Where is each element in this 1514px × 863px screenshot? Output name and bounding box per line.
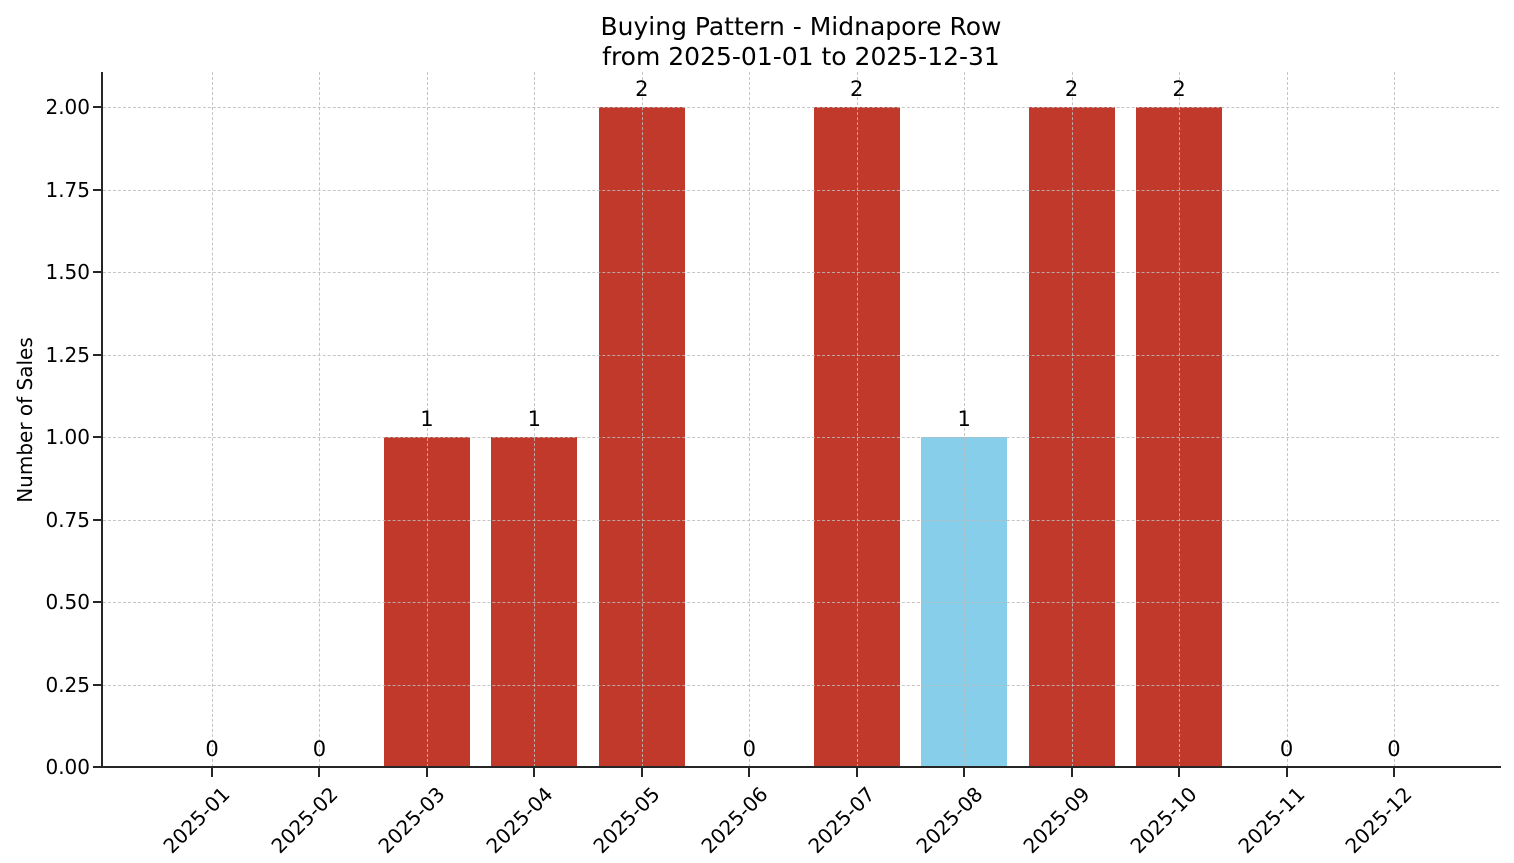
bar-value-label: 0 [1387, 737, 1401, 761]
y-tick-label: 1.50 [45, 260, 90, 284]
x-tick-label: 2025-04 [481, 782, 558, 859]
x-tick-label: 2025-11 [1233, 782, 1310, 859]
gridline-horizontal [103, 272, 1499, 273]
gridline-vertical [749, 72, 751, 767]
gridline-horizontal [103, 602, 1499, 603]
gridline-horizontal [103, 354, 1499, 356]
bar-value-label: 1 [420, 407, 434, 431]
chart-title-line2: from 2025-01-01 to 2025-12-31 [602, 42, 1000, 71]
x-tick-mark [640, 768, 643, 777]
gridline-vertical [1393, 72, 1395, 767]
x-tick-label: 2025-01 [158, 782, 235, 859]
bar-value-label: 1 [957, 407, 971, 431]
y-tick-mark [93, 106, 102, 108]
x-tick-label: 2025-05 [588, 782, 665, 859]
x-tick-mark [211, 768, 213, 777]
x-tick-label: 2025-10 [1125, 782, 1203, 859]
y-tick-label: 0.00 [45, 755, 90, 779]
gridline-horizontal [103, 107, 1499, 108]
x-tick-label: 2025-12 [1340, 782, 1417, 859]
x-tick-label: 2025-09 [1018, 782, 1095, 859]
bar-value-label: 0 [205, 737, 219, 761]
gridline-horizontal [103, 189, 1499, 191]
y-tick-label: 0.75 [45, 507, 90, 532]
x-tick-mark [1178, 768, 1181, 777]
gridline-vertical [319, 72, 321, 767]
y-tick-mark [93, 271, 102, 273]
x-tick-mark [748, 768, 751, 777]
bar-value-label: 0 [1279, 737, 1294, 761]
y-tick-label: 0.25 [45, 672, 90, 697]
gridline-vertical [534, 72, 536, 767]
y-tick-mark [93, 683, 102, 686]
x-tick-label: 2025-03 [373, 782, 450, 859]
x-tick-mark [963, 768, 966, 777]
y-tick-mark [93, 188, 102, 191]
bar-value-label: 0 [742, 737, 756, 761]
x-tick-mark [318, 768, 321, 777]
y-tick-label: 1.25 [45, 342, 90, 367]
gridline-vertical [426, 72, 428, 767]
x-tick-mark [425, 768, 428, 777]
x-tick-mark [855, 768, 858, 777]
y-tick-mark [93, 766, 102, 768]
x-tick-label: 2025-08 [911, 782, 988, 859]
x-tick-mark [1392, 768, 1395, 777]
gridline-horizontal [103, 684, 1499, 686]
y-tick-mark [93, 353, 102, 356]
x-axis-spine [101, 766, 1501, 768]
gridline-vertical [856, 72, 858, 767]
y-tick-label: 1.75 [45, 177, 90, 202]
gridline-vertical [212, 72, 213, 767]
gridline-vertical [1179, 72, 1181, 767]
bar-value-label: 2 [1064, 77, 1079, 101]
y-tick-mark [93, 601, 102, 603]
x-tick-mark [533, 768, 536, 777]
bar-value-label: 2 [1172, 77, 1186, 101]
gridline-vertical [1071, 72, 1073, 767]
x-tick-label: 2025-02 [266, 782, 343, 859]
gridline-horizontal [103, 519, 1499, 521]
bar-value-label: 2 [635, 77, 649, 101]
x-tick-label: 2025-07 [803, 782, 880, 859]
x-tick-label: 2025-06 [696, 782, 773, 859]
y-tick-mark [93, 436, 102, 438]
bar-value-label: 0 [312, 737, 327, 761]
x-tick-mark [1070, 768, 1073, 777]
x-tick-mark [1285, 768, 1288, 777]
chart-title-line1: Buying Pattern - Midnapore Row [600, 12, 1002, 41]
y-tick-label: 1.00 [45, 425, 90, 449]
gridline-horizontal [103, 437, 1499, 438]
y-tick-label: 2.00 [45, 95, 90, 119]
gridline-vertical [641, 72, 643, 767]
y-tick-mark [93, 518, 102, 521]
y-axis-spine [101, 72, 103, 768]
bar-value-label: 1 [527, 407, 542, 431]
gridline-vertical [964, 72, 966, 767]
bar-value-label: 2 [850, 77, 864, 101]
y-tick-label: 0.50 [45, 590, 90, 614]
gridline-vertical [1286, 72, 1288, 767]
